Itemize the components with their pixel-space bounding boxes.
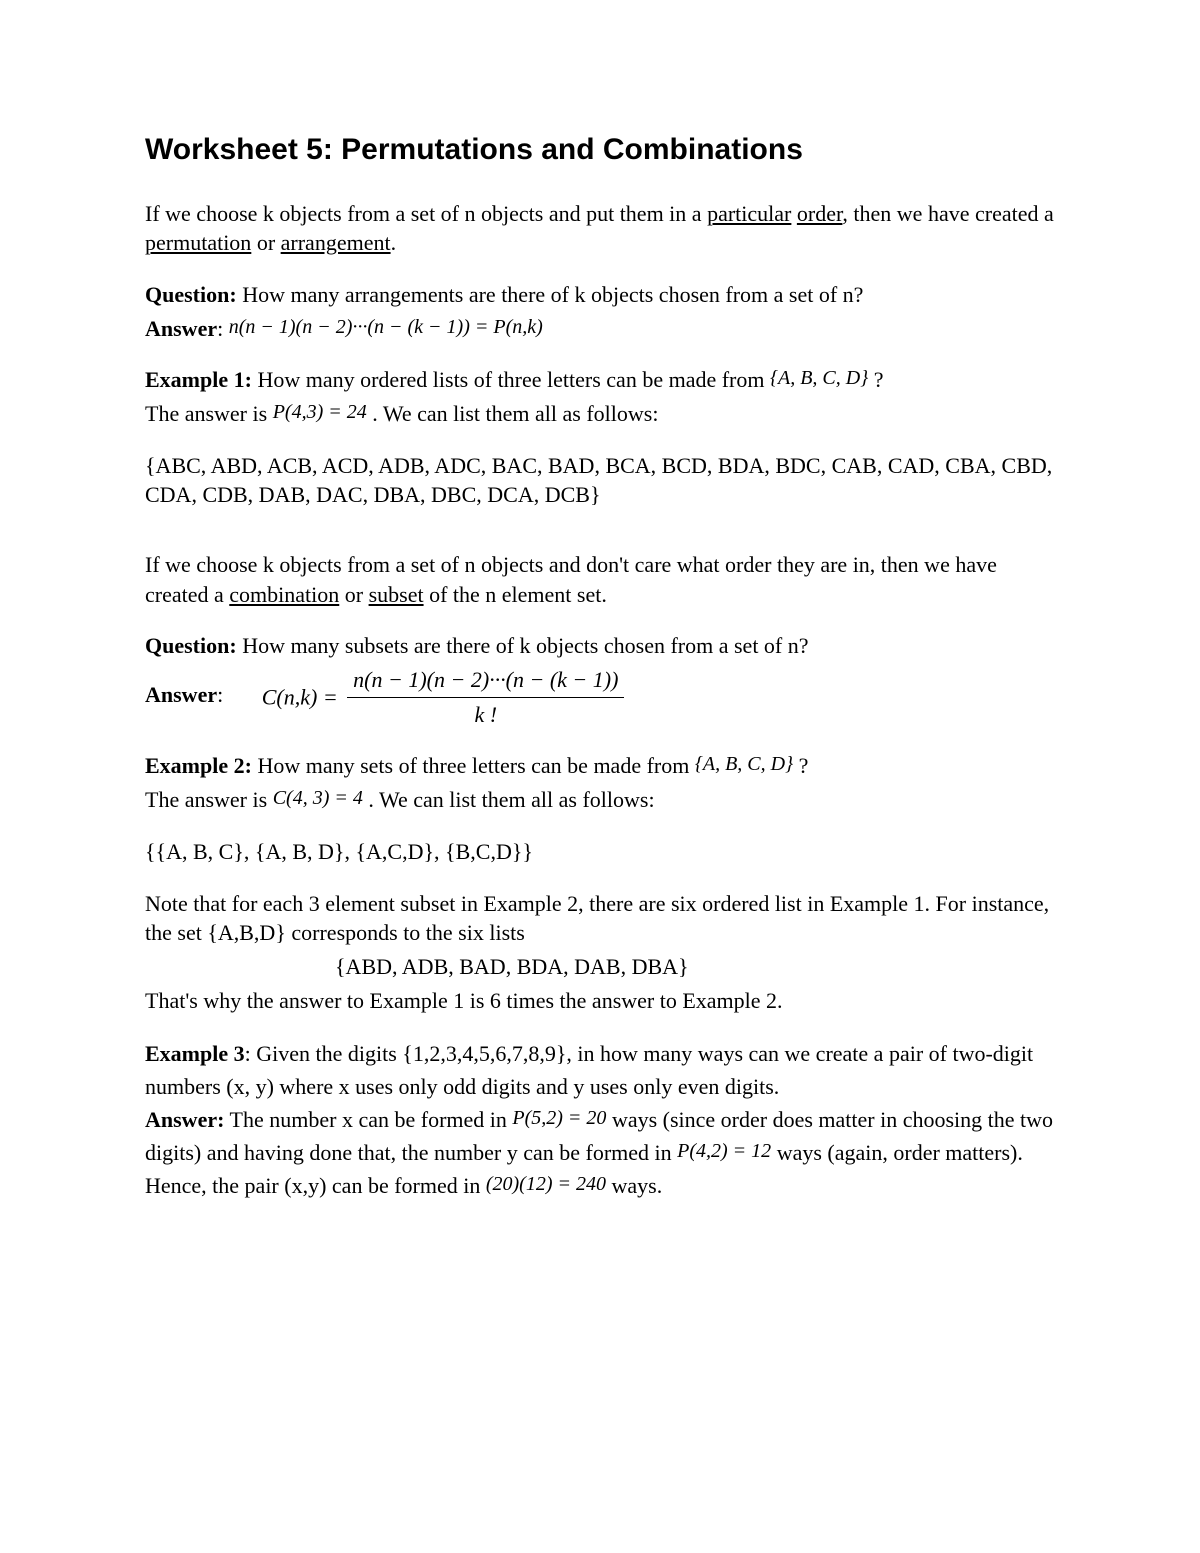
permutation-formula: n(n − 1)(n − 2)···(n − (k − 1)) = P(n,k) (229, 316, 543, 338)
text: or (251, 230, 280, 255)
answer-label: Answer (145, 682, 217, 707)
fraction-denominator: k ! (347, 698, 624, 730)
note-centered-list: {ABD, ADB, BAD, BDA, DAB, DBA} (145, 952, 1055, 982)
example-3: Example 3: Given the digits {1,2,3,4,5,6… (145, 1037, 1055, 1202)
question-1: Question: How many arrangements are ther… (145, 280, 1055, 343)
combination-fraction: n(n − 1)(n − 2)···(n − (k − 1))k ! (347, 665, 624, 729)
combination-value: C(4, 3) = 4 (273, 787, 363, 809)
question-label: Question: (145, 282, 237, 307)
text: , then we have created a (842, 201, 1053, 226)
example-label: Example 2: (145, 753, 252, 778)
question-text: How many arrangements are there of k obj… (237, 282, 864, 307)
text: : (217, 682, 223, 707)
text: The answer is (145, 401, 273, 426)
example-1: Example 1: How many ordered lists of thr… (145, 365, 1055, 428)
text-underline: particular (707, 201, 791, 226)
example-2: Example 2: How many sets of three letter… (145, 751, 1055, 814)
text: . We can list them all as follows: (363, 787, 655, 812)
example-label: Example 3 (145, 1041, 245, 1066)
note-line-2: That's why the answer to Example 1 is 6 … (145, 986, 1055, 1016)
text: . (391, 230, 397, 255)
text-underline: permutation (145, 230, 251, 255)
worksheet-page: Worksheet 5: Permutations and Combinatio… (0, 0, 1200, 1553)
set-notation: {A, B, C, D} (770, 367, 868, 389)
text: The number x can be formed in (224, 1107, 512, 1132)
example-3-question: Given the digits {1,2,3,4,5,6,7,8,9}, in… (145, 1041, 1033, 1099)
formula-p52: P(5,2) = 20 (512, 1107, 606, 1129)
text: ? (793, 753, 808, 778)
text: . We can list them all as follows: (367, 401, 659, 426)
text: ? (868, 367, 883, 392)
question-text: How many subsets are there of k objects … (237, 633, 809, 658)
example-label: Example 1: (145, 367, 252, 392)
combination-lhs: C(n,k) = (262, 684, 343, 709)
text: of the n element set. (424, 582, 607, 607)
fraction-numerator: n(n − 1)(n − 2)···(n − (k − 1)) (347, 665, 624, 698)
answer-label: Answer (145, 316, 217, 341)
text: How many sets of three letters can be ma… (252, 753, 695, 778)
note-paragraph: Note that for each 3 element subset in E… (145, 889, 1055, 1016)
text: : (217, 316, 229, 341)
permutation-value: P(4,3) = 24 (273, 401, 367, 423)
text: The answer is (145, 787, 273, 812)
text: If we choose k objects from a set of n o… (145, 201, 707, 226)
text-underline: arrangement (281, 230, 391, 255)
formula-product: (20)(12) = 240 (486, 1173, 606, 1195)
text: or (339, 582, 368, 607)
question-2: Question: How many subsets are there of … (145, 631, 1055, 729)
text: : (245, 1041, 257, 1066)
note-line-1: Note that for each 3 element subset in E… (145, 889, 1055, 948)
page-title: Worksheet 5: Permutations and Combinatio… (145, 130, 1055, 171)
combination-list: {{A, B, C}, {A, B, D}, {A,C,D}, {B,C,D}} (145, 837, 1055, 867)
combination-intro: If we choose k objects from a set of n o… (145, 550, 1055, 609)
text-underline: order (797, 201, 843, 226)
text: How many ordered lists of three letters … (252, 367, 770, 392)
text-underline: combination (229, 582, 339, 607)
text: ways. (606, 1173, 662, 1198)
answer-label: Answer: (145, 1107, 224, 1132)
intro-paragraph: If we choose k objects from a set of n o… (145, 199, 1055, 258)
formula-p42: P(4,2) = 12 (677, 1140, 771, 1162)
permutation-list: {ABC, ABD, ACB, ACD, ADB, ADC, BAC, BAD,… (145, 451, 1055, 510)
text-underline: subset (369, 582, 424, 607)
question-label: Question: (145, 633, 237, 658)
set-notation: {A, B, C, D} (695, 753, 793, 775)
